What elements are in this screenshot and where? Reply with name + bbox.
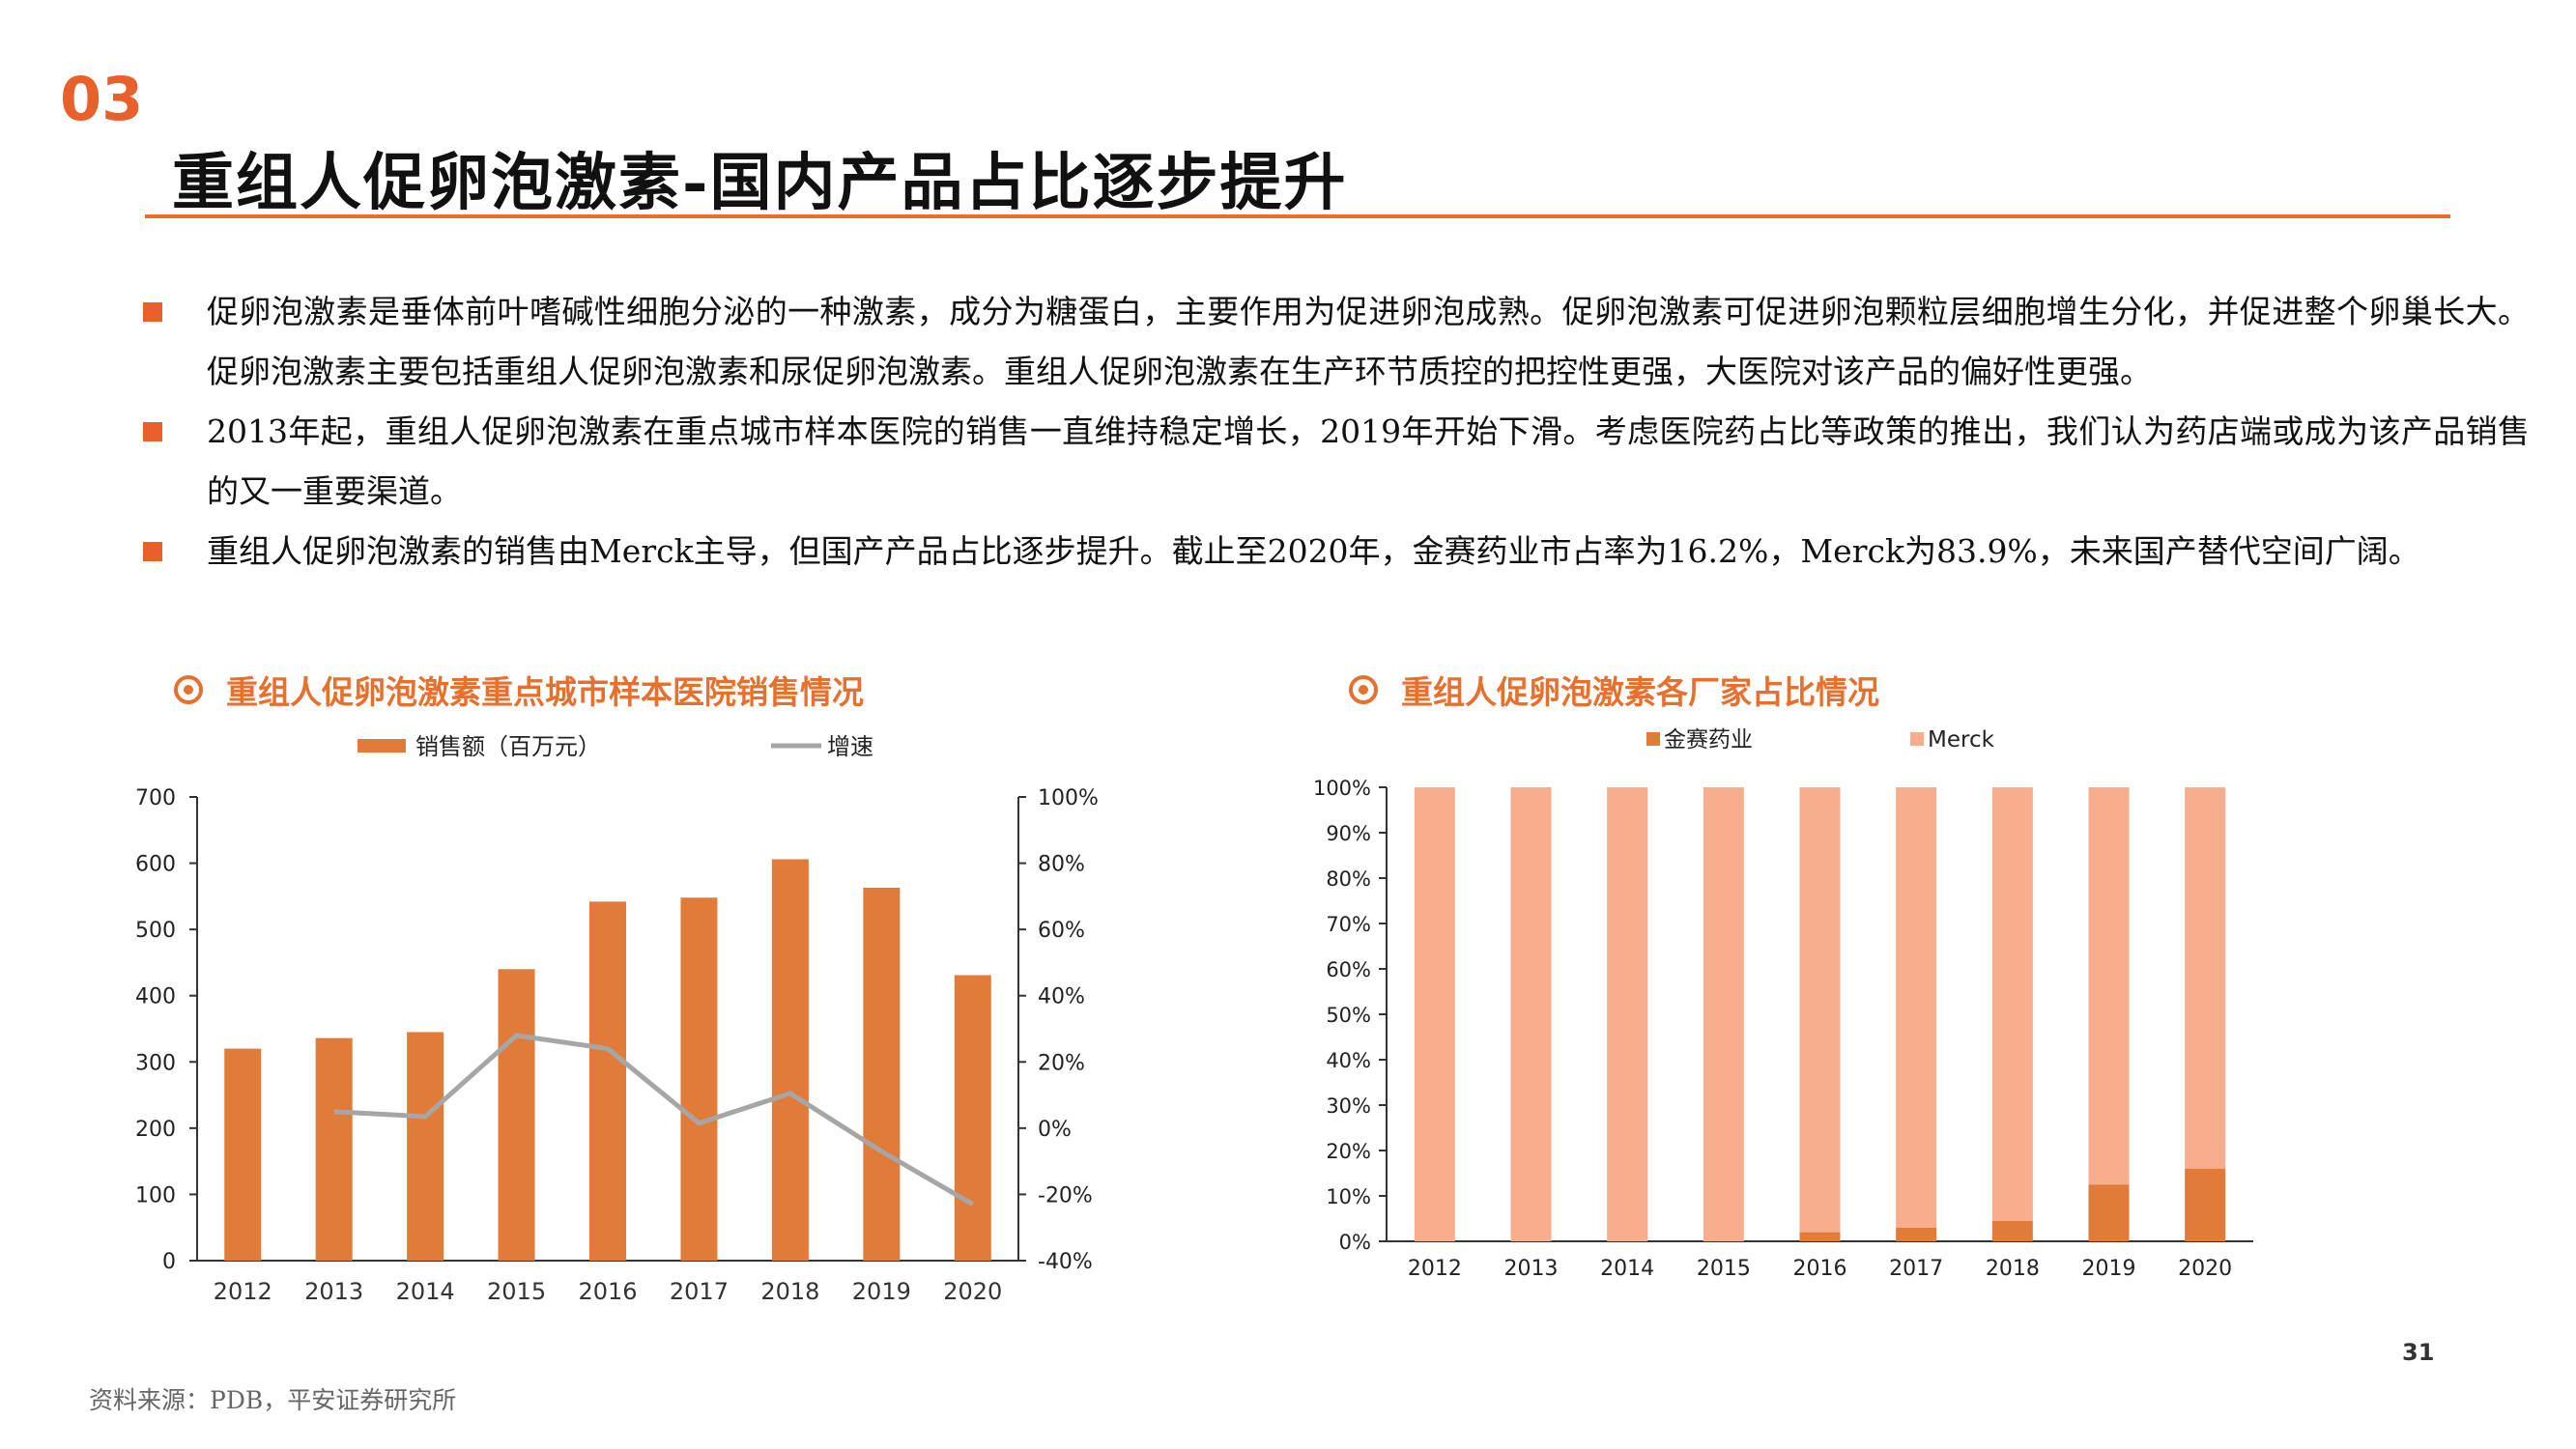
chart2-merck-bar (1896, 787, 1937, 1228)
chart1-y-tick-label-right: 80% (1038, 853, 1085, 877)
chart2-merck-bar (1991, 787, 2033, 1221)
chart2-merck-bar (2185, 787, 2226, 1169)
section-number: 03 (60, 64, 144, 134)
chart2-y-tick-label: 30% (1326, 1094, 1371, 1118)
chart2-y-tick-label: 60% (1326, 958, 1371, 981)
chart1-sales-bar (315, 1037, 353, 1261)
chart2-x-tick-label: 2012 (1408, 1257, 1462, 1281)
chart1-y-tick-label-right: -20% (1038, 1183, 1093, 1208)
chart1-sales-bar (771, 859, 809, 1261)
target-icon (174, 675, 203, 704)
chart1-sales-bar (954, 975, 991, 1261)
chart2-x-tick-label: 2014 (1600, 1257, 1654, 1281)
chart1-x-tick-label: 2018 (760, 1278, 819, 1305)
chart1-x-tick-label: 2020 (943, 1278, 1002, 1305)
chart1-y-tick-label-left: 500 (135, 919, 176, 943)
chart2-merck-bar (1607, 787, 1648, 1241)
bullet-text: 促卵泡激素是垂体前叶嗜碱性细胞分泌的一种激素，成分为糖蛋白，主要作用为促进卵泡成… (207, 293, 2530, 390)
chart1-y-tick-label-left: 600 (135, 853, 176, 877)
chart1-x-tick-label: 2016 (578, 1278, 637, 1305)
chart1-y-tick-label-right: 40% (1038, 985, 1085, 1009)
chart1-sales-bar (589, 901, 626, 1261)
chart2-jinsai-bar (1896, 1227, 1937, 1241)
chart2-legend-jinsai-swatch (1646, 732, 1660, 746)
chart1-x-tick-label: 2019 (852, 1278, 911, 1305)
chart1-y-tick-label-left: 300 (135, 1051, 176, 1075)
chart1-y-tick-label-right: 20% (1038, 1051, 1085, 1075)
chart2-legend-jinsai-label: 金赛药业 (1664, 727, 1753, 753)
chart2-merck-bar (2088, 787, 2130, 1185)
title-divider (145, 214, 2450, 218)
chart2-jinsai-bar (1799, 1232, 1841, 1241)
chart2-jinsai-bar (2185, 1168, 2226, 1241)
chart2-merck-bar (1799, 787, 1841, 1233)
bullet-list: 促卵泡激素是垂体前叶嗜碱性细胞分泌的一种激素，成分为糖蛋白，主要作用为促进卵泡成… (143, 282, 2530, 582)
chart1-y-tick-label-left: 700 (135, 786, 176, 810)
chart1-x-tick-label: 2014 (396, 1278, 455, 1305)
chart2-y-tick-label: 20% (1326, 1140, 1371, 1163)
chart1-x-tick-label: 2017 (670, 1278, 729, 1305)
bullet-item: 重组人促卵泡激素的销售由Merck主导，但国产产品占比逐步提升。截止至2020年… (143, 522, 2530, 582)
chart1-y-tick-label-left: 0 (162, 1250, 176, 1274)
chart1-title-text: 重组人促卵泡激素重点城市样本医院销售情况 (226, 673, 864, 711)
chart1-sales-bar (407, 1032, 444, 1261)
chart2-y-tick-label: 40% (1326, 1049, 1371, 1072)
chart2-y-tick-label: 70% (1326, 913, 1371, 936)
bullet-square-icon (143, 302, 162, 322)
chart2-y-tick-label: 90% (1326, 822, 1371, 845)
chart2-x-tick-label: 2020 (2178, 1257, 2232, 1281)
chart2-x-tick-label: 2017 (1889, 1257, 1943, 1281)
chart1-sales-bar (863, 887, 901, 1261)
bullet-text: 重组人促卵泡激素的销售由Merck主导，但国产产品占比逐步提升。截止至2020年… (207, 532, 2420, 570)
chart1-y-tick-label-left: 200 (135, 1118, 176, 1142)
chart1-y-tick-label-right: 0% (1038, 1118, 1072, 1142)
bullet-square-icon (143, 422, 162, 441)
chart2-y-tick-label: 0% (1339, 1231, 1371, 1254)
chart1-sales-bar (224, 1048, 262, 1261)
chart2-x-tick-label: 2019 (2082, 1257, 2136, 1281)
chart1-legend-sales-swatch (358, 739, 406, 753)
chart2-x-tick-label: 2016 (1793, 1257, 1847, 1281)
chart2-jinsai-bar (1991, 1220, 2033, 1241)
bullet-text: 2013年起，重组人促卵泡激素在重点城市样本医院的销售一直维持稳定增长，2019… (207, 412, 2530, 510)
chart1-sales-bar (498, 969, 535, 1261)
chart2-x-tick-label: 2013 (1504, 1257, 1559, 1281)
chart1-y-tick-label-right: 60% (1038, 919, 1085, 943)
chart1-x-tick-label: 2012 (214, 1278, 272, 1305)
chart2-merck-bar (1414, 787, 1455, 1241)
chart2-legend-merck-swatch (1910, 732, 1924, 746)
chart1-growth-line (333, 1033, 975, 1207)
chart2-title-text: 重组人促卵泡激素各厂家占比情况 (1401, 673, 1879, 711)
chart2-jinsai-bar (2088, 1184, 2130, 1241)
page-title: 重组人促卵泡激素-国内产品占比逐步提升 (172, 147, 1348, 219)
chart2-y-tick-label: 10% (1326, 1185, 1371, 1208)
chart1-x-tick-label: 2015 (487, 1278, 546, 1305)
chart2-y-tick-label: 50% (1326, 1004, 1371, 1027)
chart1-y-tick-label-left: 100 (135, 1183, 176, 1208)
chart1-y-tick-label-right: 100% (1038, 786, 1099, 810)
chart1-y-tick-label-left: 400 (135, 985, 176, 1009)
chart2-legend-merck-label: Merck (1928, 727, 1995, 753)
chart2-y-tick-label: 100% (1313, 777, 1371, 800)
chart2-x-tick-label: 2015 (1697, 1257, 1751, 1281)
chart1-sales-bar (680, 897, 718, 1261)
chart1-legend-growth-label: 增速 (827, 733, 873, 760)
chart1-title: 重组人促卵泡激素重点城市样本医院销售情况 (174, 667, 864, 713)
chart1-y-tick-label-right: -40% (1038, 1250, 1093, 1274)
target-icon (1349, 675, 1378, 704)
chart2-title: 重组人促卵泡激素各厂家占比情况 (1349, 667, 1879, 713)
chart2-y-tick-label: 80% (1326, 867, 1371, 891)
chart2-merck-bar (1703, 787, 1744, 1241)
bullet-item: 促卵泡激素是垂体前叶嗜碱性细胞分泌的一种激素，成分为糖蛋白，主要作用为促进卵泡成… (143, 282, 2530, 402)
chart1-legend-sales-label: 销售额（百万元） (415, 733, 601, 760)
source-note: 资料来源：PDB，平安证券研究所 (89, 1386, 457, 1414)
bullet-item: 2013年起，重组人促卵泡激素在重点城市样本医院的销售一直维持稳定增长，2019… (143, 402, 2530, 522)
page-number: 31 (2402, 1339, 2435, 1366)
chart2-x-tick-label: 2018 (1986, 1257, 2040, 1281)
chart1-x-tick-label: 2013 (304, 1278, 363, 1305)
chart2-merck-bar (1510, 787, 1552, 1241)
bullet-square-icon (143, 542, 162, 561)
